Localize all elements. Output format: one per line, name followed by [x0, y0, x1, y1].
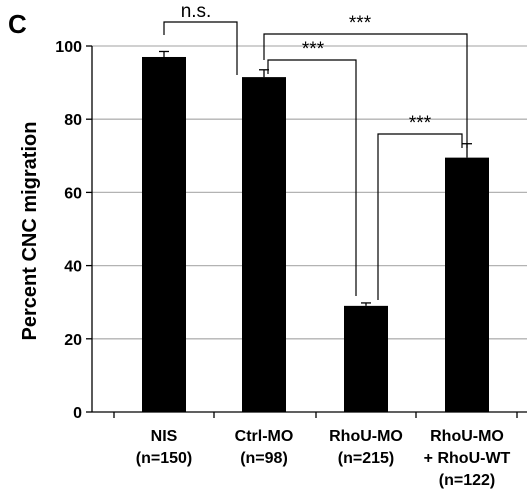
panel-letter: C: [8, 9, 27, 39]
x-category-label: (n=122): [439, 472, 495, 489]
significance-bracket: [263, 33, 468, 148]
x-category-label: + RhoU-WT: [424, 450, 511, 467]
significance-label: ***: [349, 13, 372, 34]
significance-brackets: n.s. *** *** ***: [163, 1, 468, 300]
x-category-label: NIS: [151, 428, 178, 445]
y-tick-label: 20: [64, 332, 82, 349]
y-tick-label: 100: [55, 39, 82, 56]
significance-bracket: [377, 133, 463, 300]
significance-label: ***: [302, 39, 325, 60]
significance-label: ***: [409, 113, 432, 134]
bar: [242, 77, 286, 413]
x-category-label: Ctrl-MO: [235, 428, 294, 445]
y-tick-label: 80: [64, 112, 82, 129]
bar: [344, 305, 388, 412]
significance-bracket: [267, 59, 357, 296]
bar: [445, 157, 489, 412]
x-category-label: (n=150): [136, 450, 192, 467]
x-category-label: (n=215): [338, 450, 394, 467]
bar: [142, 56, 186, 412]
y-tick-label: 40: [64, 259, 82, 276]
y-tick-label: 0: [73, 405, 82, 422]
x-category-label: RhoU-MO: [430, 428, 504, 445]
x-category-label: RhoU-MO: [329, 428, 403, 445]
significance-label: n.s.: [181, 1, 212, 22]
y-tick-label: 60: [64, 185, 82, 202]
significance-bracket: [163, 21, 238, 75]
bars: [142, 50, 489, 413]
category-labels: NIS (n=150) Ctrl-MO (n=98) RhoU-MO (n=215) Rho…: [136, 428, 511, 489]
y-axis-label: Percent CNC migration: [19, 122, 41, 341]
x-category-label: (n=98): [240, 450, 288, 467]
axes: 0 20 40 60 80 100: [55, 39, 527, 422]
